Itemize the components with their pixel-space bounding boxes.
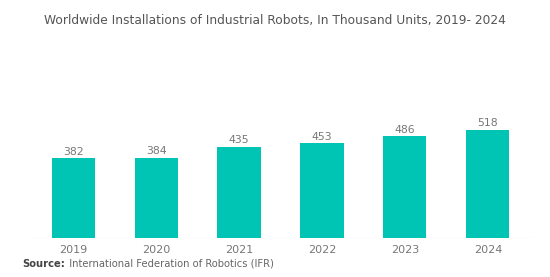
Text: Worldwide Installations of Industrial Robots, In Thousand Units, 2019- 2024: Worldwide Installations of Industrial Ro… — [44, 14, 506, 27]
Text: Source:: Source: — [22, 259, 65, 269]
Bar — [217, 147, 261, 238]
Bar — [52, 158, 95, 238]
Bar — [383, 137, 426, 238]
Text: International Federation of Robotics (IFR): International Federation of Robotics (IF… — [63, 259, 274, 269]
Text: 518: 518 — [477, 118, 498, 128]
Bar — [135, 158, 178, 238]
Text: 384: 384 — [146, 146, 167, 156]
Text: 453: 453 — [312, 132, 332, 142]
Text: 435: 435 — [229, 135, 249, 145]
Bar — [466, 130, 509, 238]
Text: 486: 486 — [394, 125, 415, 135]
Bar — [300, 143, 344, 238]
Text: 382: 382 — [63, 147, 84, 157]
